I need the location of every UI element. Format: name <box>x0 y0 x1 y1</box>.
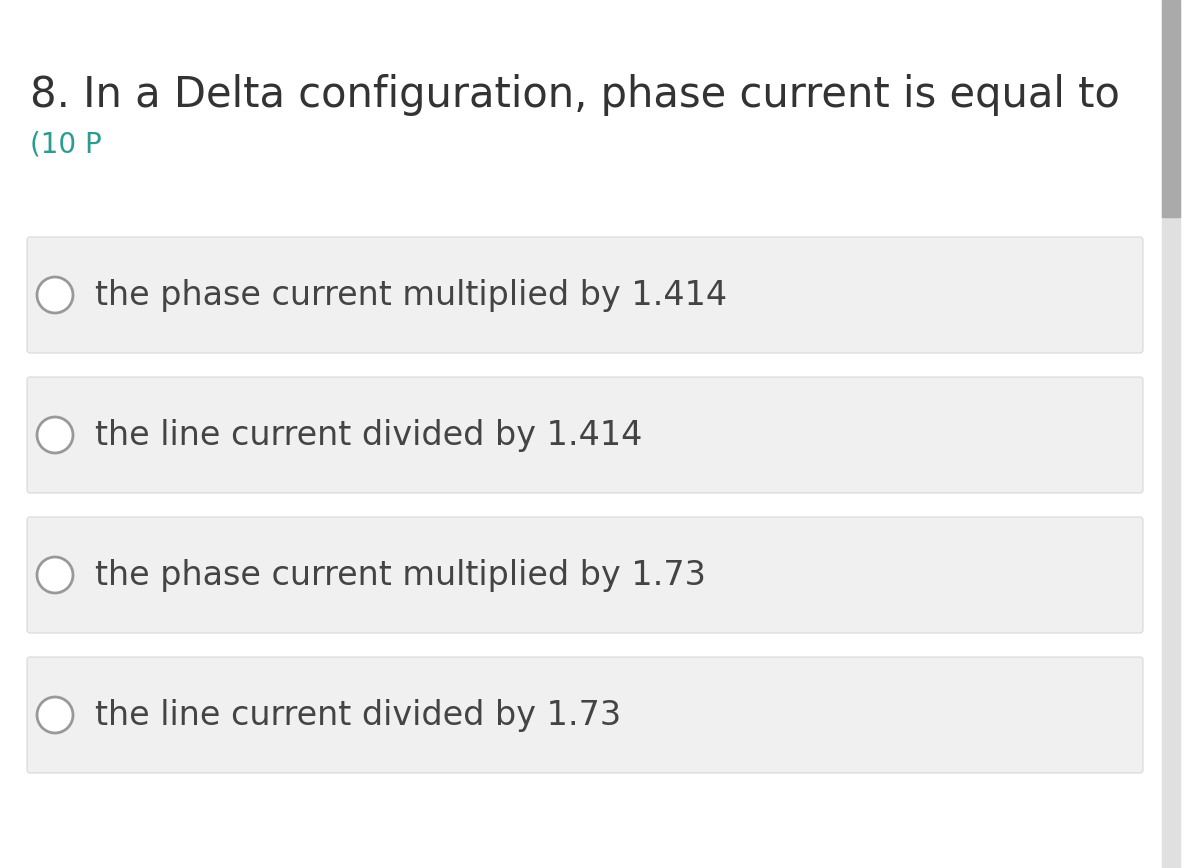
Text: 8. In a Delta configuration, phase current is equal to: 8. In a Delta configuration, phase curre… <box>30 74 1120 116</box>
FancyBboxPatch shape <box>28 657 1142 773</box>
Text: the phase current multiplied by 1.414: the phase current multiplied by 1.414 <box>95 279 727 312</box>
Circle shape <box>37 417 73 453</box>
Text: the line current divided by 1.414: the line current divided by 1.414 <box>95 418 642 451</box>
Text: (10 P: (10 P <box>30 131 102 159</box>
Circle shape <box>37 277 73 313</box>
Circle shape <box>37 697 73 733</box>
Text: the line current divided by 1.73: the line current divided by 1.73 <box>95 699 622 732</box>
Bar <box>1162 0 1180 217</box>
Text: the phase current multiplied by 1.73: the phase current multiplied by 1.73 <box>95 558 706 591</box>
FancyBboxPatch shape <box>28 517 1142 633</box>
FancyBboxPatch shape <box>28 377 1142 493</box>
FancyBboxPatch shape <box>28 237 1142 353</box>
Circle shape <box>37 557 73 593</box>
Bar <box>1162 0 1180 868</box>
